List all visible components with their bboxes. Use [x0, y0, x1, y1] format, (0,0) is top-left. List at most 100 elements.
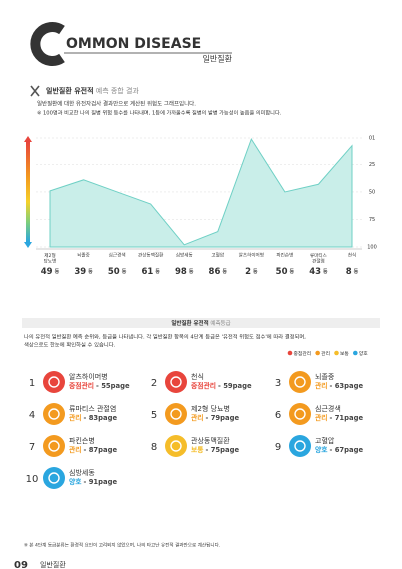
item-page: - 83page	[84, 414, 118, 422]
label-line: 관절염	[312, 257, 325, 264]
item-number: 6	[275, 410, 281, 421]
item-page: - 79page	[206, 414, 240, 422]
rank-unit: 등	[189, 268, 194, 275]
rank-value: 86	[209, 267, 221, 277]
item-number: 5	[151, 410, 157, 421]
item-page: - 75page	[206, 446, 240, 454]
rank-value: 49	[41, 267, 53, 277]
item-page: - 67page	[330, 446, 364, 454]
y-tick-label: 50	[369, 189, 375, 195]
legend-dot	[287, 350, 293, 356]
title-bold: 일반질환 유전적	[46, 86, 94, 95]
rank-label: 50 등	[108, 267, 127, 277]
arrow-up	[24, 136, 32, 142]
item-icon	[43, 467, 65, 489]
item-name: 천식	[191, 372, 204, 381]
x-tick-label: 파킨슨병	[276, 252, 293, 259]
legend-label: 보통	[340, 351, 349, 357]
item-grade: 관리	[315, 413, 328, 422]
item-grade: 보통	[191, 445, 204, 454]
item-grade-line: 관리 - 63page	[315, 381, 363, 390]
item-number: 10	[26, 474, 39, 485]
item-number: 9	[275, 442, 281, 453]
item-name: 뇌졸중	[315, 372, 335, 381]
item-icon	[165, 435, 187, 457]
item-name: 류마티스 관절염	[69, 404, 116, 413]
y-tick-label: 01	[369, 136, 375, 142]
x-tick-label: 관상동맥질환	[138, 252, 164, 259]
x-tick-label: 고혈압	[211, 252, 224, 259]
rank-unit: 등	[290, 268, 295, 275]
header-subtitle: 일반질환	[203, 54, 233, 64]
item-name: 심방세동	[69, 468, 95, 477]
y-tick-label: 100	[367, 245, 377, 251]
item-icon-inner	[48, 408, 60, 420]
area	[49, 137, 353, 248]
rank-value: 2	[245, 267, 251, 277]
rank-unit: 등	[155, 268, 160, 275]
logo-c	[30, 22, 65, 66]
item-icon	[43, 403, 65, 425]
item-icon	[43, 371, 65, 393]
item-name: 알츠하이머병	[69, 372, 108, 381]
item-grade-line: 중점관리 - 59page	[191, 381, 252, 390]
item-icon-inner	[170, 408, 182, 420]
title-light: 예측등급	[210, 319, 230, 327]
item-grade: 관리	[69, 413, 82, 422]
item-grade: 관리	[69, 445, 82, 454]
item-name: 파킨슨병	[69, 436, 95, 445]
item-icon-inner	[48, 376, 60, 388]
footnote: ※ 본 4단계 등급분류는 환경적 요인이 고려되지 않았으며, 나의 타고난 …	[24, 542, 220, 549]
legend-label: 중점관리	[294, 350, 312, 357]
item-number: 1	[29, 378, 35, 389]
item-icon	[289, 435, 311, 457]
rank-value: 61	[141, 267, 153, 277]
item-grade-line: 양호 - 67page	[315, 445, 363, 454]
rank-label: 43 등	[309, 267, 328, 277]
item-grade: 양호	[315, 445, 328, 454]
rank-label: 86 등	[209, 267, 228, 277]
rank-value: 98	[175, 267, 187, 277]
x-tick-label: 제2형 당뇨병	[44, 252, 57, 265]
item-icon-inner	[48, 440, 60, 452]
item-number: 4	[29, 410, 35, 421]
item-name: 관상동맥질환	[191, 436, 230, 445]
legend-label: 양호	[359, 350, 368, 357]
item-number: 7	[29, 442, 35, 453]
section1-title: 일반질환 유전적 예측 종합 결과	[46, 86, 139, 95]
item-grade-line: 관리 - 83page	[69, 413, 117, 422]
y-tick-label: 75	[369, 217, 375, 223]
item-page: - 55page	[96, 382, 130, 390]
item-icon-inner	[170, 440, 182, 452]
dna-icon	[30, 85, 40, 97]
page-number: 09	[14, 560, 28, 569]
label-line: 제2형	[44, 252, 55, 259]
rank-unit: 등	[122, 268, 127, 275]
item-grade-line: 중점관리 - 55page	[69, 381, 130, 390]
rank-value: 50	[108, 267, 120, 277]
item-icon	[289, 371, 311, 393]
legend-label: 관리	[321, 350, 330, 357]
item-page: - 91page	[84, 478, 118, 486]
risk-gradient	[26, 142, 30, 242]
section2-title: 일반질환 유전적 예측등급	[171, 319, 230, 327]
rank-unit: 등	[88, 268, 93, 275]
x-tick-label: 뇌졸중	[77, 252, 90, 259]
rank-value: 8	[346, 267, 352, 277]
legend-dot	[315, 350, 320, 356]
item-grade-line: 보통 - 75page	[191, 445, 239, 454]
item-name: 제2형 당뇨병	[191, 404, 230, 413]
rank-label: 61 등	[141, 267, 160, 277]
rank-label: 98 등	[175, 267, 194, 277]
rank-value: 39	[74, 267, 86, 277]
x-tick-label: 알츠하이머병	[239, 252, 264, 259]
item-grade: 관리	[315, 381, 328, 390]
label-line: 류마티스	[310, 252, 327, 259]
rank-label: 49 등	[41, 267, 60, 277]
item-number: 2	[151, 378, 157, 389]
title-bold: 일반질환 유전적	[171, 319, 208, 327]
rank-unit: 등	[55, 268, 60, 275]
x-tick-label: 심방세동	[176, 252, 193, 259]
